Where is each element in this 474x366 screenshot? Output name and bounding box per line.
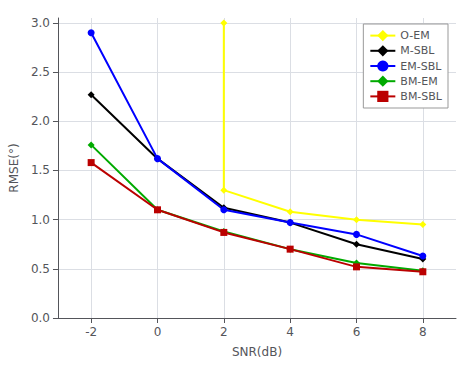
svg-text:0.0: 0.0 xyxy=(31,311,50,325)
svg-text:SNR(dB): SNR(dB) xyxy=(232,345,282,359)
svg-text:EM-SBL: EM-SBL xyxy=(400,60,442,73)
svg-text:8: 8 xyxy=(419,325,427,339)
svg-text:-2: -2 xyxy=(85,325,97,339)
svg-text:BM-EM: BM-EM xyxy=(400,75,437,88)
svg-text:0.5: 0.5 xyxy=(31,262,50,276)
svg-text:M-SBL: M-SBL xyxy=(400,44,435,57)
svg-text:4: 4 xyxy=(286,325,294,339)
svg-text:2: 2 xyxy=(220,325,228,339)
svg-text:3.0: 3.0 xyxy=(31,16,50,30)
svg-text:O-EM: O-EM xyxy=(400,29,429,42)
svg-text:2.0: 2.0 xyxy=(31,114,50,128)
svg-text:1.5: 1.5 xyxy=(31,163,50,177)
svg-text:6: 6 xyxy=(353,325,361,339)
svg-text:2.5: 2.5 xyxy=(31,65,50,79)
svg-text:BM-SBL: BM-SBL xyxy=(400,90,443,103)
svg-text:1.0: 1.0 xyxy=(31,213,50,227)
svg-text:RMSE(°): RMSE(°) xyxy=(7,143,21,192)
svg-text:0: 0 xyxy=(154,325,162,339)
